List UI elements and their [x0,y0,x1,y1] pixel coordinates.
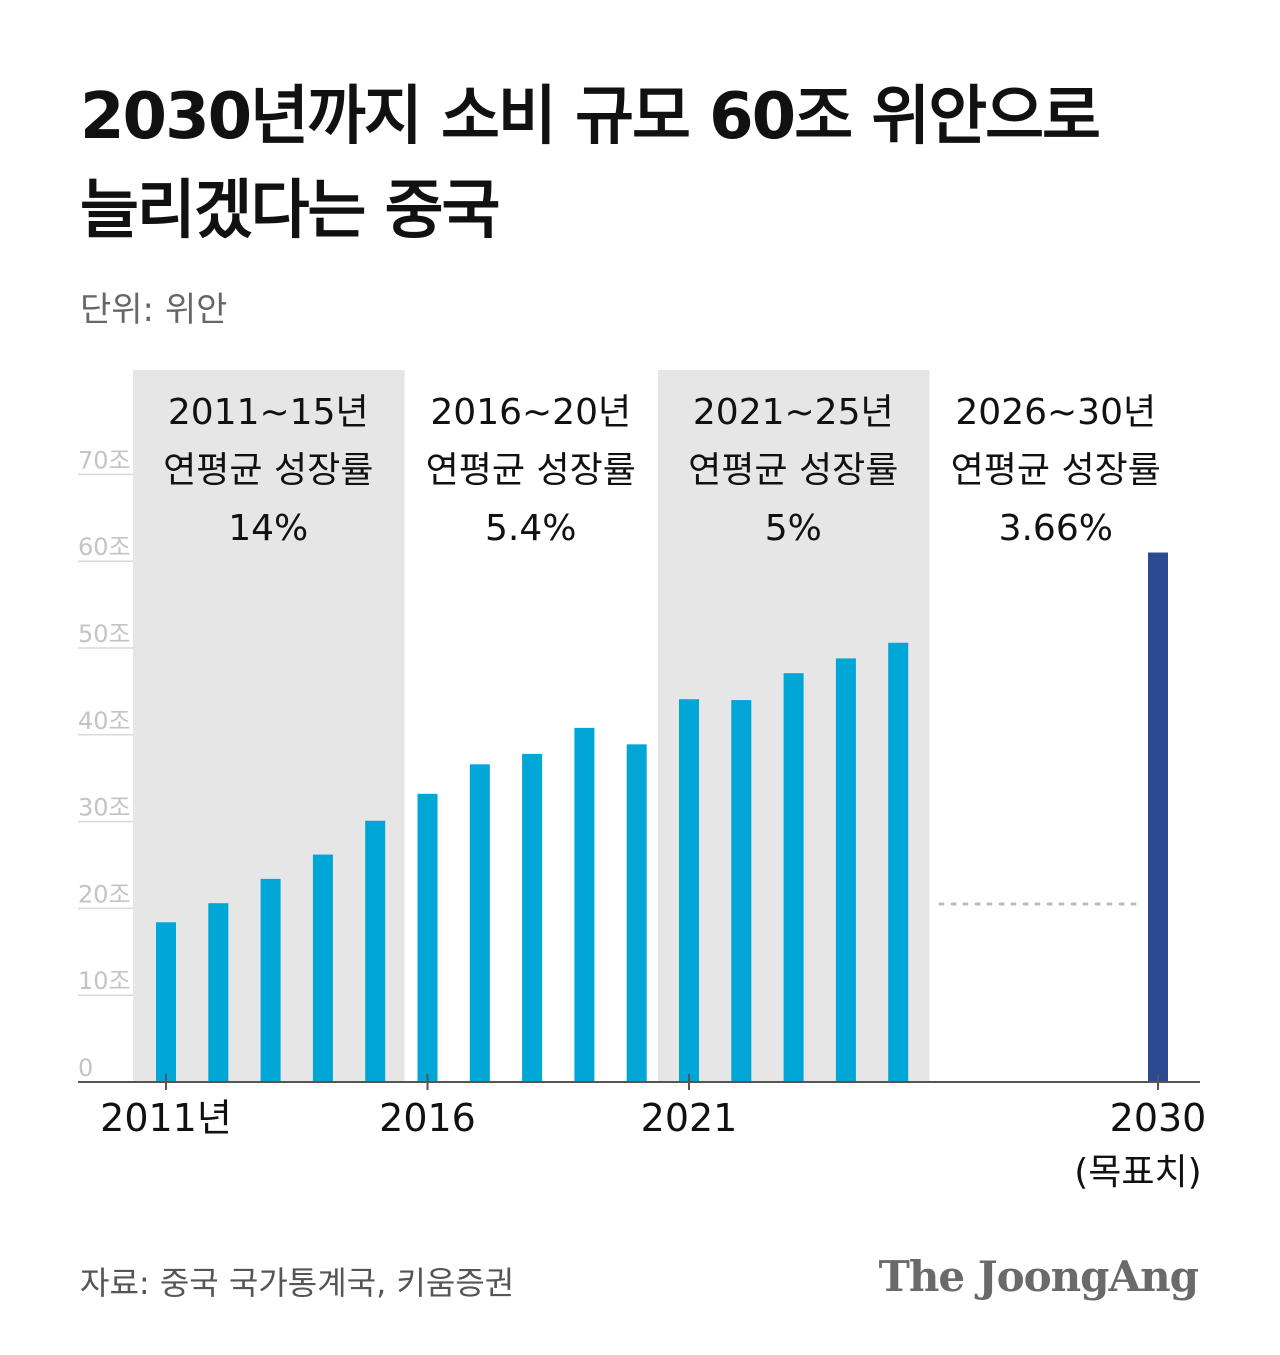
brand-logo: The JoongAng [878,1252,1199,1301]
period-label: 연평균 성장률 [688,450,898,491]
bar [522,753,543,1082]
bar [156,922,176,1082]
bar [365,820,386,1082]
period-label: 2011~15년 [168,392,369,433]
bar [679,699,699,1082]
source-note: 자료: 중국 국가통계국, 키움증권 [80,1264,515,1302]
bar [469,764,490,1082]
x-tick-label: 2021 [641,1096,738,1140]
bar [888,642,909,1082]
bar [260,878,281,1082]
y-tick-label: 40조 [78,707,131,735]
x-tick-label: 2030 [1110,1096,1207,1140]
bar [783,673,804,1082]
y-tick-label: 60조 [78,533,131,561]
y-tick-label: 0 [78,1054,93,1082]
period-label: 3.66% [999,508,1113,549]
x-tick-label: 2011년 [100,1096,232,1140]
bar [626,744,647,1082]
title-line-1: 2030년까지 소비 규모 60조 위안으로 [80,80,1101,154]
bar [208,903,229,1082]
bar [731,700,752,1082]
period-label: 2021~25년 [693,392,894,433]
bar [312,854,333,1082]
bar [835,658,856,1082]
x-tick-sublabel: (목표치) [1074,1152,1201,1193]
period-label: 14% [228,508,308,549]
x-tick-label: 2016 [379,1096,476,1140]
period-label: 2016~20년 [430,392,631,433]
period-label: 2026~30년 [955,392,1156,433]
period-label: 연평균 성장률 [163,450,373,491]
y-tick-label: 30조 [78,794,131,822]
period-label: 연평균 성장률 [951,450,1161,491]
title-line-2: 늘리겠다는 중국 [80,174,500,248]
y-tick-label: 10조 [78,967,131,995]
bar [574,727,595,1082]
y-tick-label: 50조 [78,620,131,648]
bar [417,793,438,1082]
y-tick-label: 20조 [78,880,131,908]
chart-title: 2030년까지 소비 규모 60조 위안으로 늘리겠다는 중국 [80,70,1220,258]
y-tick-label: 70조 [78,446,131,474]
period-label: 5% [765,508,822,549]
unit-label: 단위: 위안 [80,290,228,330]
period-label: 5.4% [485,508,576,549]
bar-target [1148,552,1168,1082]
period-label: 연평균 성장률 [426,450,636,491]
